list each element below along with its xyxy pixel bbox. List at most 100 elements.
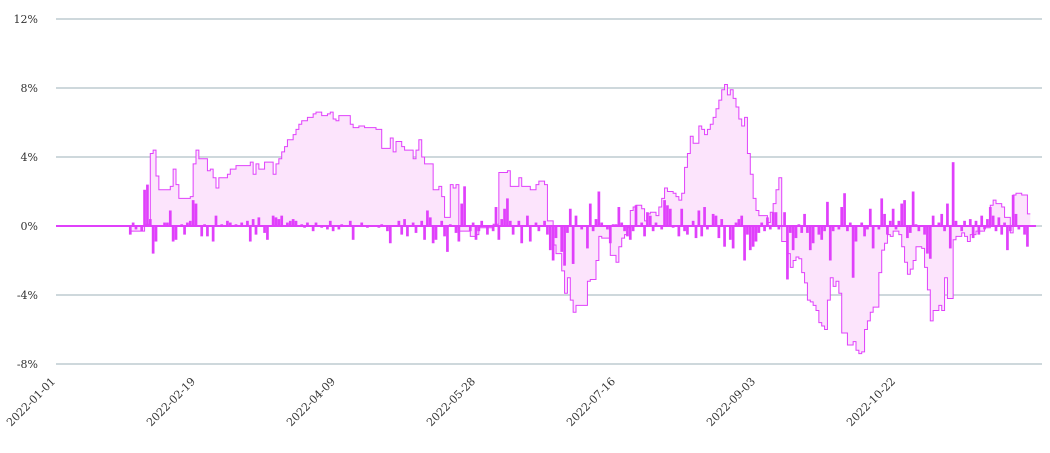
bar [460, 203, 464, 226]
bar [140, 226, 144, 232]
x-tick-label: 2022-04-09 [284, 375, 338, 429]
bar [677, 226, 681, 237]
y-tick-label: -4% [17, 289, 38, 302]
bar [266, 226, 269, 240]
bar [511, 226, 515, 235]
bar [960, 226, 964, 232]
x-tick-label: 2022-10-22 [844, 375, 898, 429]
bar [954, 220, 958, 226]
bar [880, 198, 884, 226]
bar [246, 220, 249, 226]
bar [463, 186, 466, 226]
bar [788, 226, 792, 233]
bar [400, 226, 404, 235]
x-tick-label: 2022-09-03 [704, 375, 758, 429]
bar [908, 226, 912, 233]
bar [686, 226, 689, 235]
bar [171, 226, 175, 242]
bar [586, 226, 589, 249]
bar [983, 226, 986, 230]
bar [794, 226, 798, 239]
bar [200, 226, 204, 237]
bar [1011, 194, 1015, 226]
bar [228, 222, 232, 226]
x-axis-ticks: 2022-01-01 2022-02-19 2022-04-09 2022-05-28… [4, 375, 898, 429]
bar [328, 220, 332, 226]
bar [868, 208, 872, 226]
bar [728, 226, 732, 240]
bar [720, 219, 724, 226]
bar [571, 226, 575, 264]
bar [863, 226, 866, 237]
bar [403, 219, 406, 226]
bar [943, 226, 946, 232]
bar [977, 226, 981, 235]
bar [186, 222, 189, 226]
bar [431, 226, 435, 244]
bar [543, 220, 546, 226]
bar [963, 220, 966, 226]
bar [980, 215, 984, 226]
bar [768, 226, 772, 230]
bar [760, 222, 764, 226]
bar [588, 203, 592, 226]
bar [997, 217, 1001, 226]
bar [548, 226, 552, 251]
bar [628, 226, 632, 240]
bar [440, 220, 444, 226]
bar [474, 226, 478, 240]
bar [254, 226, 258, 235]
bar [534, 222, 538, 226]
bar [1006, 226, 1009, 251]
bar [988, 207, 992, 226]
bar [811, 226, 815, 244]
bar [477, 226, 481, 232]
bar [706, 226, 709, 230]
bar [757, 226, 761, 233]
x-tick-label: 2022-01-01 [4, 375, 58, 429]
bar [697, 210, 701, 226]
bar [166, 222, 169, 226]
bar [491, 226, 495, 232]
bar [211, 226, 215, 242]
bar [766, 217, 769, 226]
bar [946, 203, 949, 226]
bar [468, 226, 472, 232]
bar [591, 226, 595, 232]
bar [454, 226, 458, 233]
bar [634, 205, 638, 226]
bar [480, 220, 484, 226]
bar [666, 205, 669, 226]
bar [694, 226, 698, 239]
bar [506, 198, 509, 226]
bar [183, 226, 186, 235]
bar [420, 220, 424, 226]
bar [751, 226, 755, 247]
bar [843, 193, 846, 226]
bar [800, 226, 804, 233]
x-tick-label: 2022-05-28 [424, 375, 478, 429]
bar [606, 226, 609, 230]
bar [971, 226, 975, 239]
bar [274, 217, 278, 226]
bar [640, 222, 644, 226]
bar [517, 220, 521, 226]
bar [497, 226, 501, 240]
bar [248, 226, 252, 242]
bar [331, 226, 335, 232]
bar [906, 226, 909, 239]
bar [660, 226, 664, 230]
bar [388, 226, 392, 244]
bar [903, 200, 906, 226]
bar [623, 226, 626, 232]
bar [700, 226, 704, 237]
bar [423, 226, 426, 240]
bar [426, 210, 429, 226]
bar [737, 219, 741, 226]
bar [240, 222, 244, 226]
bar [754, 226, 758, 242]
bar [563, 226, 566, 266]
bar [968, 219, 972, 226]
bar [723, 226, 726, 247]
bar [620, 222, 624, 226]
